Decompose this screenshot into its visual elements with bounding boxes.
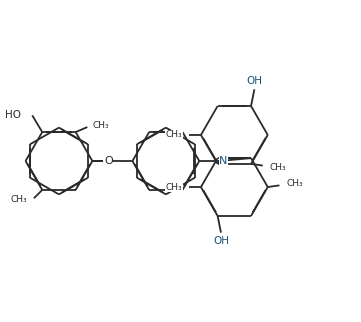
Text: CH₃: CH₃ <box>166 183 183 192</box>
Text: CH₃: CH₃ <box>269 163 286 172</box>
Text: N: N <box>219 156 227 166</box>
Text: OH: OH <box>213 236 229 246</box>
Text: CH₃: CH₃ <box>92 121 109 130</box>
Text: CH₃: CH₃ <box>10 195 27 204</box>
Text: CH₃: CH₃ <box>166 130 183 139</box>
Text: CH₃: CH₃ <box>286 179 303 188</box>
Text: O: O <box>104 156 113 166</box>
Text: HO: HO <box>5 110 21 120</box>
Text: OH: OH <box>247 76 262 86</box>
